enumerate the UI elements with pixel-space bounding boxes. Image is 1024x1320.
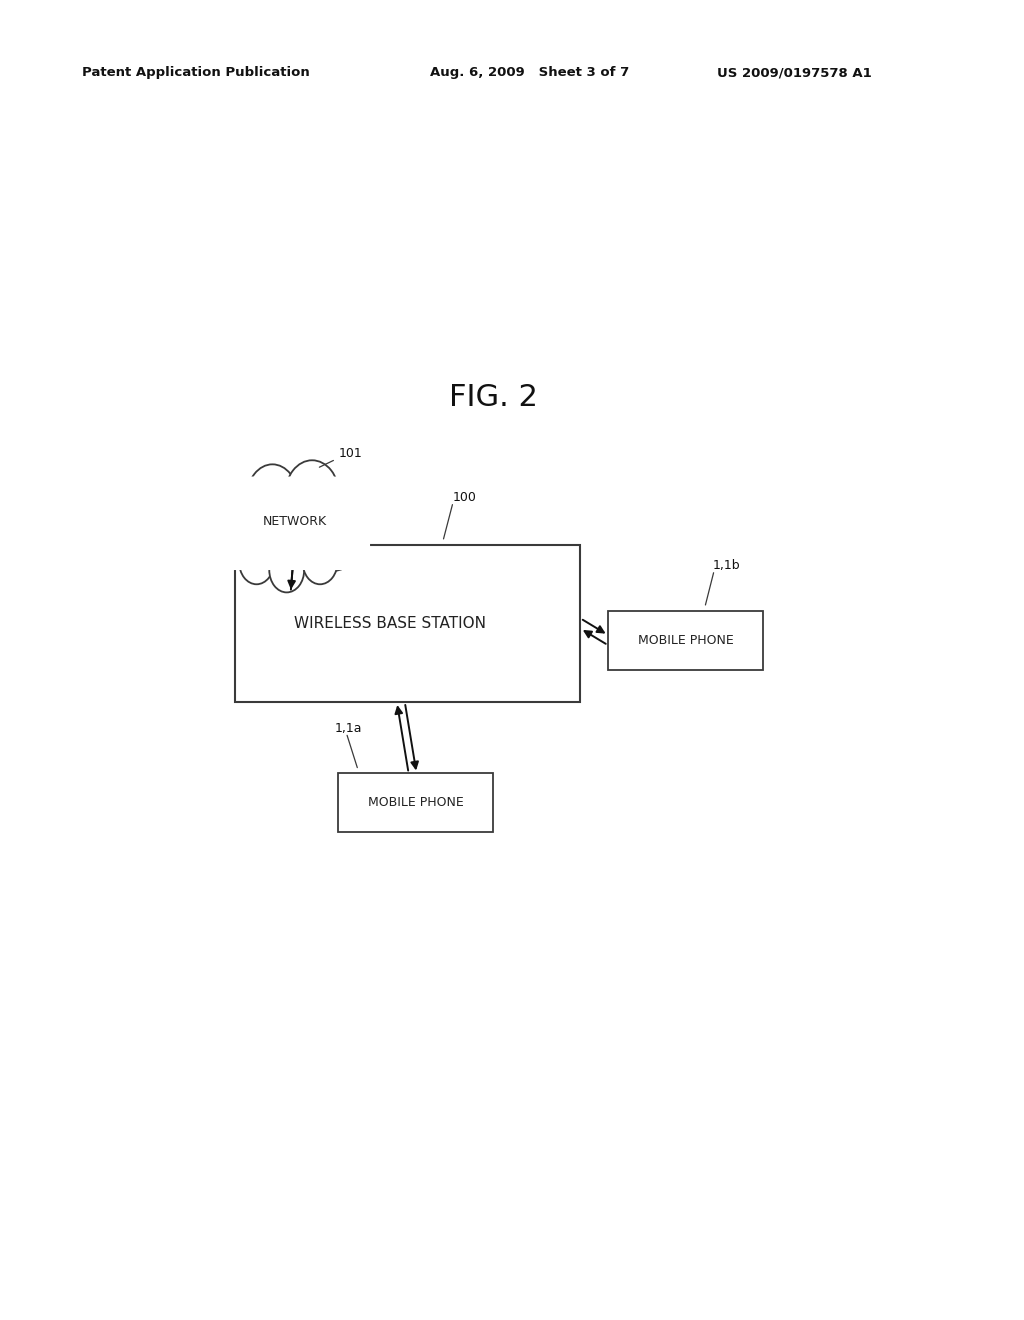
FancyBboxPatch shape bbox=[236, 545, 581, 702]
Text: 1,1a: 1,1a bbox=[334, 722, 361, 735]
Circle shape bbox=[247, 465, 298, 529]
Circle shape bbox=[303, 540, 338, 585]
FancyBboxPatch shape bbox=[221, 477, 370, 570]
Text: NETWORK: NETWORK bbox=[262, 515, 327, 528]
Text: MOBILE PHONE: MOBILE PHONE bbox=[368, 796, 464, 809]
Circle shape bbox=[324, 492, 365, 545]
Text: 100: 100 bbox=[454, 491, 477, 504]
Circle shape bbox=[253, 475, 329, 573]
Circle shape bbox=[225, 498, 282, 572]
Text: 1,1b: 1,1b bbox=[713, 560, 740, 573]
FancyBboxPatch shape bbox=[608, 611, 763, 669]
Text: Aug. 6, 2009   Sheet 3 of 7: Aug. 6, 2009 Sheet 3 of 7 bbox=[430, 66, 630, 79]
Text: WIRELESS BASE STATION: WIRELESS BASE STATION bbox=[295, 616, 486, 631]
Circle shape bbox=[269, 548, 304, 593]
Text: Patent Application Publication: Patent Application Publication bbox=[82, 66, 309, 79]
Circle shape bbox=[304, 498, 361, 572]
FancyBboxPatch shape bbox=[338, 774, 494, 833]
Circle shape bbox=[285, 461, 339, 529]
Text: MOBILE PHONE: MOBILE PHONE bbox=[638, 634, 733, 647]
Circle shape bbox=[239, 540, 274, 585]
Text: US 2009/0197578 A1: US 2009/0197578 A1 bbox=[717, 66, 871, 79]
Text: FIG. 2: FIG. 2 bbox=[449, 383, 538, 412]
Text: 101: 101 bbox=[338, 446, 362, 459]
Circle shape bbox=[222, 491, 264, 544]
